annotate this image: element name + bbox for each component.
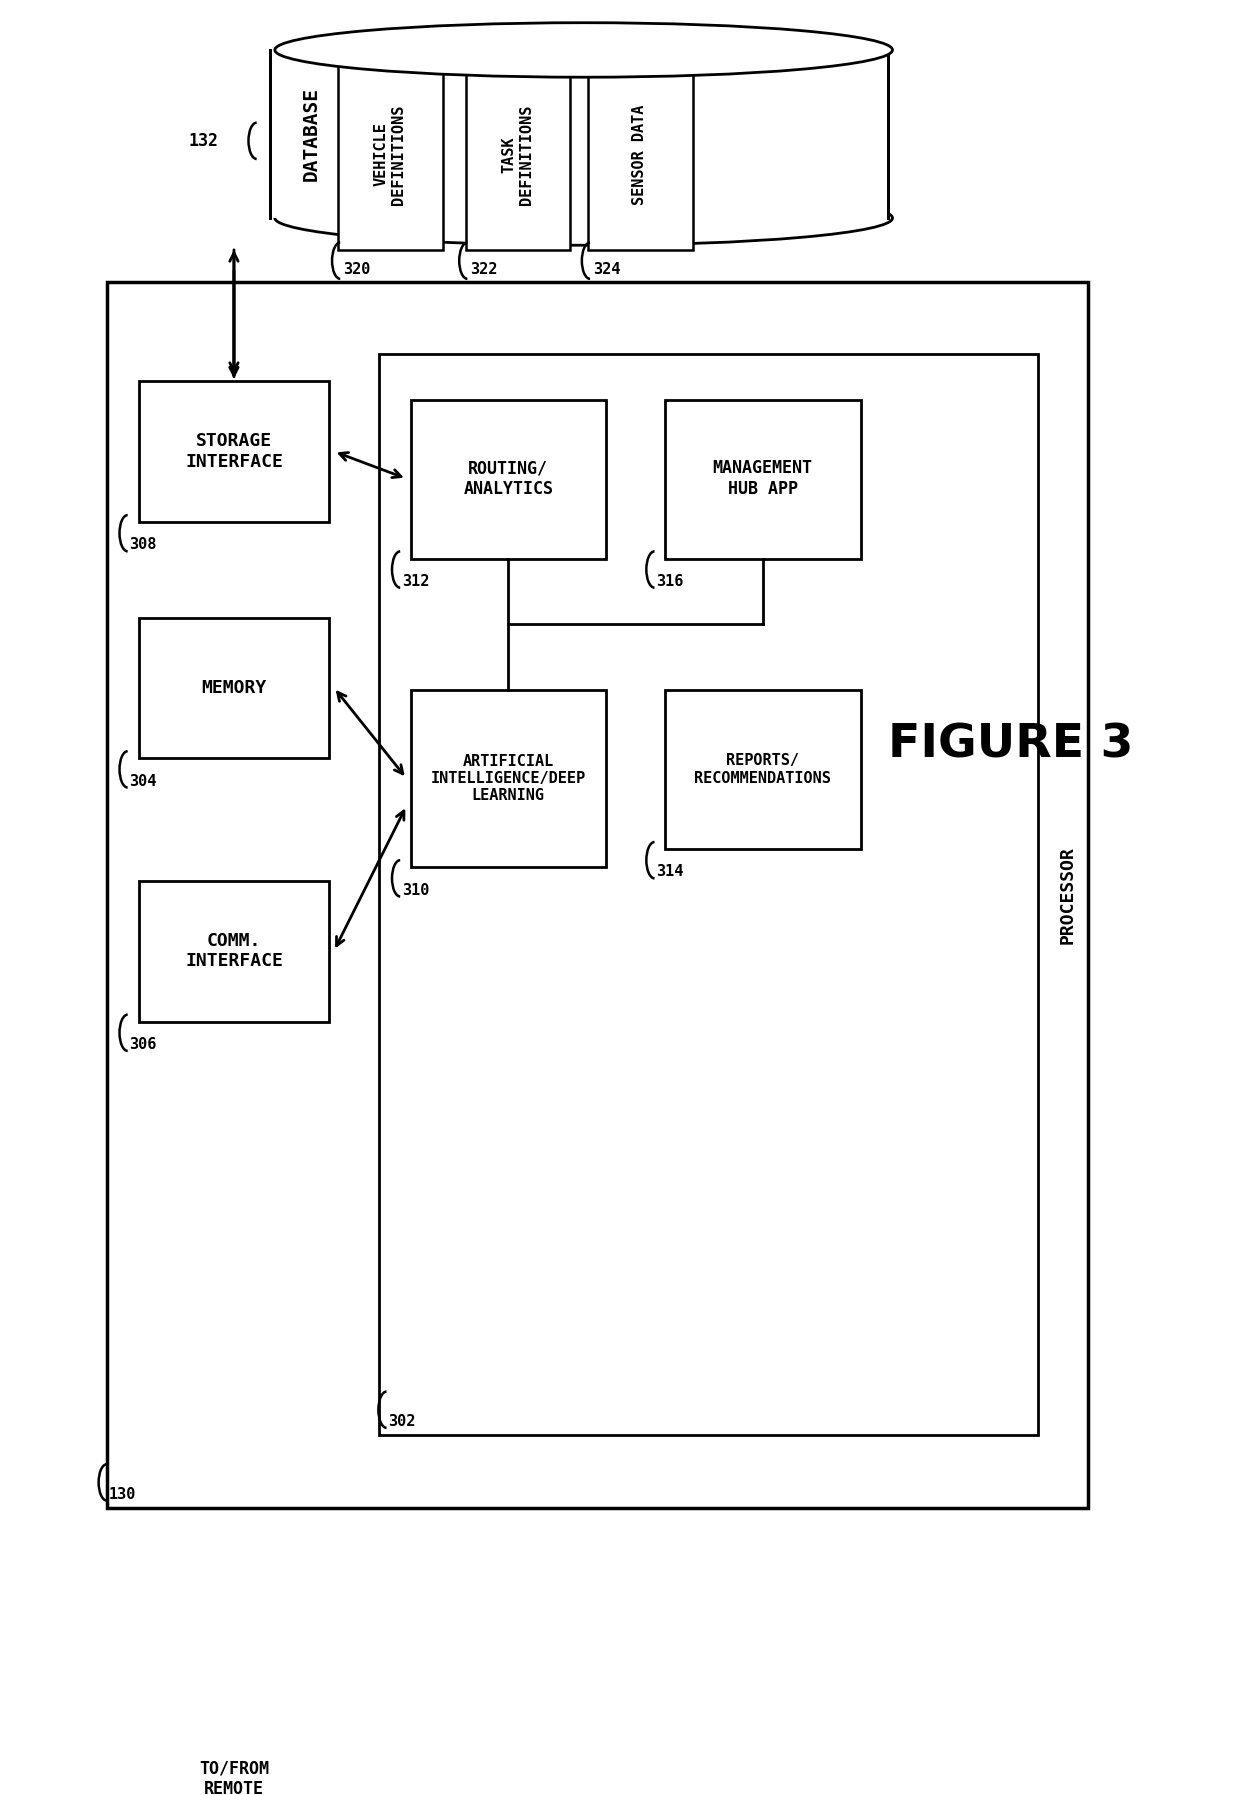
Bar xyxy=(666,400,861,558)
Text: 322: 322 xyxy=(470,262,497,276)
Text: 306: 306 xyxy=(129,1038,157,1052)
Text: VEHICLE
DEFINITIONS: VEHICLE DEFINITIONS xyxy=(374,104,407,205)
Text: 308: 308 xyxy=(129,537,157,553)
Bar xyxy=(588,59,693,250)
Text: 320: 320 xyxy=(343,262,371,276)
Text: ARTIFICIAL
INTELLIGENCE/DEEP
LEARNING: ARTIFICIAL INTELLIGENCE/DEEP LEARNING xyxy=(430,754,585,804)
Text: COMM.
INTERFACE: COMM. INTERFACE xyxy=(185,932,283,971)
Text: DATABASE: DATABASE xyxy=(301,86,321,181)
Text: STORAGE
INTERFACE: STORAGE INTERFACE xyxy=(185,433,283,470)
Bar xyxy=(139,382,330,522)
Text: 312: 312 xyxy=(402,574,429,589)
Text: 324: 324 xyxy=(593,262,620,276)
Bar xyxy=(339,59,443,250)
Bar xyxy=(666,691,861,849)
Text: 132: 132 xyxy=(188,131,218,149)
Bar xyxy=(412,400,606,558)
Text: MEMORY: MEMORY xyxy=(201,679,267,696)
Text: 304: 304 xyxy=(129,774,157,788)
Bar xyxy=(139,617,330,759)
Text: REPORTS/
RECOMMENDATIONS: REPORTS/ RECOMMENDATIONS xyxy=(694,754,831,786)
Text: PROCESSOR: PROCESSOR xyxy=(1059,845,1076,944)
Text: TASK
DEFINITIONS: TASK DEFINITIONS xyxy=(501,104,533,205)
Text: 316: 316 xyxy=(656,574,683,589)
Text: SENSOR DATA: SENSOR DATA xyxy=(632,104,647,205)
Ellipse shape xyxy=(275,23,893,77)
Text: 310: 310 xyxy=(402,883,429,898)
Text: 130: 130 xyxy=(109,1486,136,1502)
Bar xyxy=(139,881,330,1021)
Text: 314: 314 xyxy=(656,865,683,880)
Text: 302: 302 xyxy=(388,1414,415,1429)
Bar xyxy=(270,50,888,217)
Ellipse shape xyxy=(275,190,893,246)
Bar xyxy=(465,59,570,250)
Bar xyxy=(379,354,1038,1436)
Bar xyxy=(412,691,606,867)
Text: ROUTING/
ANALYTICS: ROUTING/ ANALYTICS xyxy=(464,460,553,497)
Text: FIGURE 3: FIGURE 3 xyxy=(888,722,1133,766)
Text: TO/FROM
REMOTE
DEVICE: TO/FROM REMOTE DEVICE xyxy=(198,1759,269,1795)
Text: MANAGEMENT
HUB APP: MANAGEMENT HUB APP xyxy=(713,460,812,497)
Bar xyxy=(107,282,1087,1508)
